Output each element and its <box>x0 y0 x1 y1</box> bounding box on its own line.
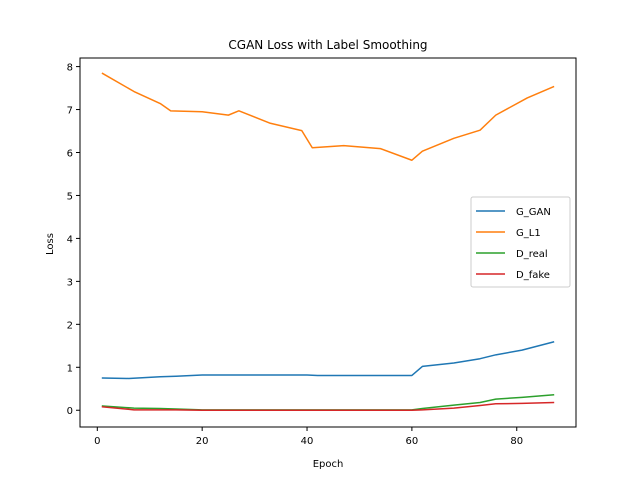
x-axis-label: Epoch <box>313 459 344 470</box>
legend-label: D_fake <box>516 270 550 281</box>
y-axis-label: Loss <box>45 233 56 255</box>
plot-frame <box>79 57 577 428</box>
y-tick-label: 8 <box>67 63 73 74</box>
x-tick-label: 80 <box>510 436 523 447</box>
y-tick-label: 3 <box>67 277 73 288</box>
x-tick-label: 40 <box>301 436 314 447</box>
x-tick-label: 60 <box>406 436 419 447</box>
x-axis: 0 20 40 60 80 <box>94 427 523 447</box>
y-tick-label: 5 <box>67 191 73 202</box>
y-tick-label: 1 <box>67 363 73 374</box>
y-tick-label: 4 <box>67 234 73 245</box>
legend-label: D_real <box>516 249 548 260</box>
y-tick-label: 6 <box>67 149 73 160</box>
legend-box <box>470 196 571 288</box>
y-tick-label: 0 <box>67 406 73 417</box>
series-line-d-fake <box>101 401 555 411</box>
y-tick-label: 2 <box>67 320 73 331</box>
plot-area <box>101 72 555 411</box>
x-tick-label: 20 <box>196 436 209 447</box>
series-line-g-l1 <box>101 72 555 161</box>
chart-title: CGAN Loss with Label Smoothing <box>228 38 427 52</box>
legend: G_GAN G_L1 D_real D_fake <box>470 196 571 288</box>
x-tick-label: 0 <box>94 436 100 447</box>
series-line-g-gan <box>101 341 555 380</box>
y-axis: 0 1 2 3 4 5 6 7 8 <box>67 63 80 417</box>
y-tick-label: 7 <box>67 106 73 117</box>
legend-label: G_GAN <box>516 207 551 218</box>
legend-label: G_L1 <box>516 228 541 239</box>
